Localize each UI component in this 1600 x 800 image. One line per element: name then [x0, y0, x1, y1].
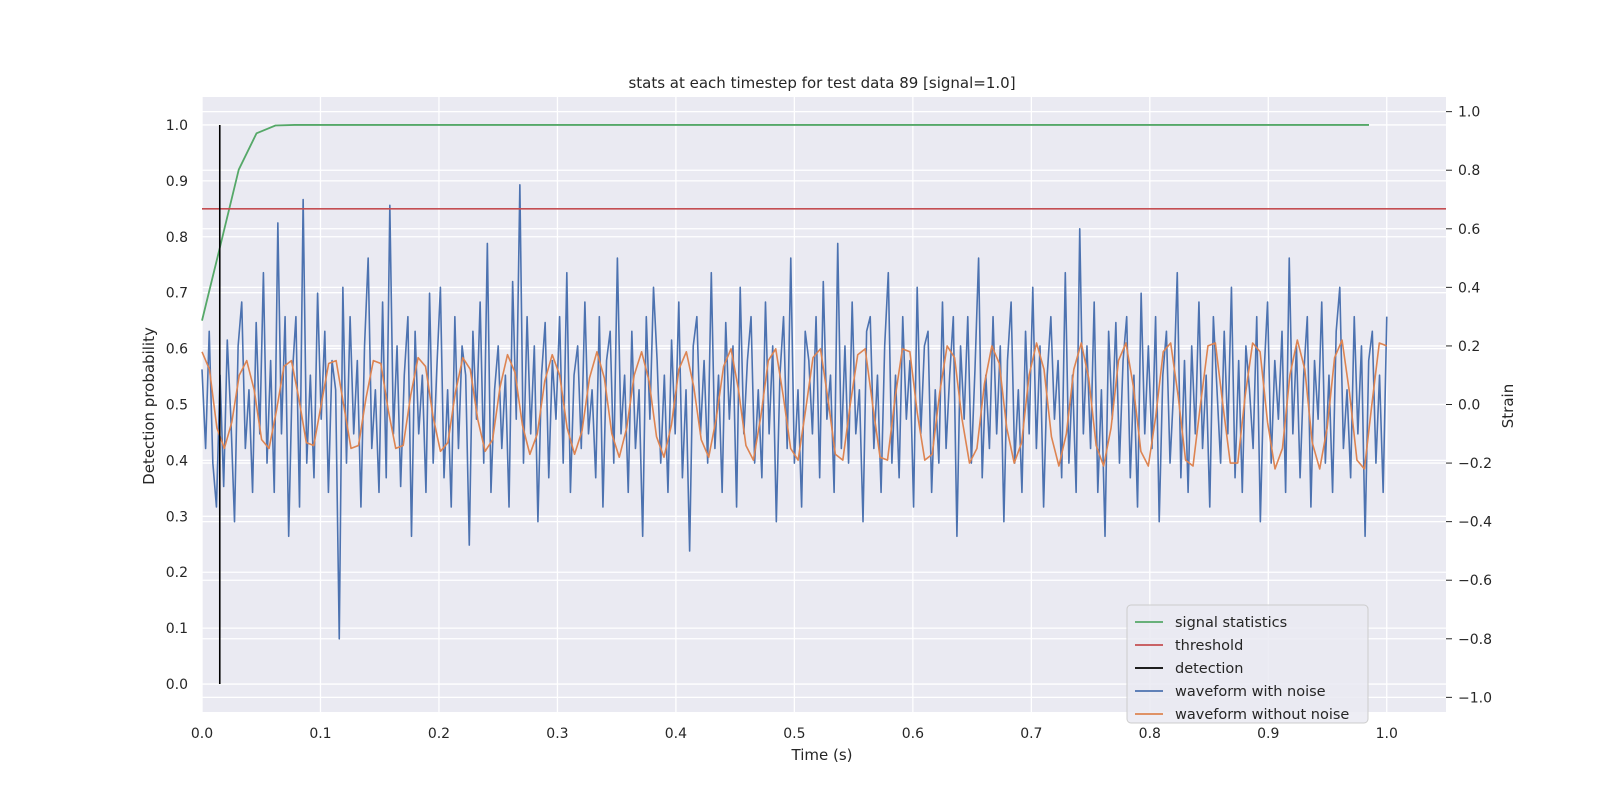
y2-tick-label: 0.6 [1458, 222, 1480, 238]
y-tick-label: 0.3 [166, 509, 188, 525]
y2-tick-label: −0.4 [1458, 515, 1492, 531]
y-tick-label: 0.8 [166, 230, 188, 246]
x-tick-label: 0.2 [428, 726, 450, 742]
signal-statistics-line [201, 124, 1369, 321]
legend-box [1126, 604, 1369, 724]
x-tick-label: 1.0 [1376, 726, 1398, 742]
waveform-without-noise-line [201, 339, 1388, 470]
x-axis-title: Time (s) [791, 746, 853, 764]
x-tick-label: 0.5 [783, 726, 805, 742]
x-tick-label: 0.6 [902, 726, 924, 742]
x-tick-label: 0.0 [191, 726, 213, 742]
y-tick-label: 0.4 [166, 453, 188, 469]
legend-label: threshold [1175, 638, 1243, 654]
y-axis-title: Detection probability [140, 327, 158, 485]
chart-title: stats at each timestep for test data 89 … [628, 74, 1015, 92]
legend-label: waveform with noise [1175, 684, 1326, 700]
x-tick-label: 0.4 [665, 726, 687, 742]
x-tick-label: 0.7 [1020, 726, 1042, 742]
legend-label: waveform without noise [1175, 707, 1349, 723]
y-tick-label: 0.7 [166, 286, 188, 302]
x-tick-label: 0.1 [309, 726, 331, 742]
y2-tick-label: 0.8 [1458, 163, 1480, 179]
x-tick-label: 0.8 [1139, 726, 1161, 742]
x-tick-label: 0.3 [546, 726, 568, 742]
legend: signal statistics threshold detection wavef… [1126, 604, 1369, 724]
y2-tick-label: 0.0 [1458, 398, 1480, 414]
legend-label: signal statistics [1175, 615, 1287, 631]
y2-tick-label: 1.0 [1458, 105, 1480, 121]
y-tick-label: 1.0 [166, 118, 188, 134]
y2-tick-label: −0.6 [1458, 573, 1492, 589]
y-tick-label: 0.6 [166, 342, 188, 358]
y-tick-label: 0.9 [166, 174, 188, 190]
y2-axis-title: Strain [1499, 384, 1517, 428]
x-tick-label: 0.9 [1257, 726, 1279, 742]
y2-tick-label: −0.2 [1458, 456, 1492, 472]
series-layer [201, 124, 1446, 685]
y2-tick-label: −1.0 [1458, 690, 1492, 706]
y2-tick-label: −0.8 [1458, 632, 1492, 648]
y2-tick-label: 0.4 [1458, 280, 1480, 296]
y-tick-label: 0.5 [166, 398, 188, 414]
y2-tick-label: 0.2 [1458, 339, 1480, 355]
y-tick-label: 0.1 [166, 621, 188, 637]
waveform-with-noise-line [201, 184, 1388, 640]
y-tick-label: 0.2 [166, 565, 188, 581]
legend-label: detection [1175, 661, 1243, 677]
y-tick-label: 0.0 [166, 677, 188, 693]
ticks: 0.0 0.1 0.2 0.3 0.4 0.5 0.6 0.7 0.8 0.9 1.0 0.0 0.1 0… [166, 105, 1492, 742]
